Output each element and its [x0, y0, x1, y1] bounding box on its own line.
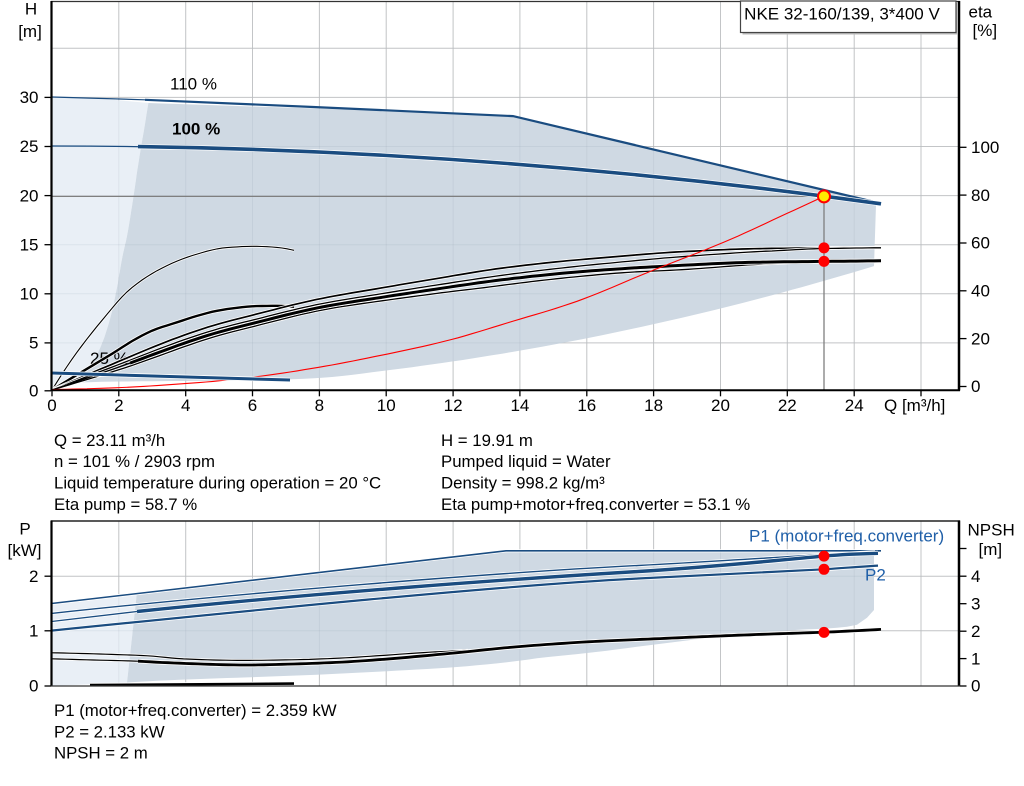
svg-text:P1 (motor+freq.converter) = 2.: P1 (motor+freq.converter) = 2.359 kW	[54, 701, 337, 720]
svg-text:Density = 998.2 kg/m³: Density = 998.2 kg/m³	[441, 474, 605, 493]
svg-text:0: 0	[47, 396, 56, 415]
svg-text:30: 30	[20, 88, 39, 107]
svg-text:20: 20	[971, 329, 990, 348]
svg-text:P2: P2	[865, 566, 886, 585]
svg-text:P: P	[19, 520, 30, 539]
svg-text:1: 1	[29, 622, 38, 641]
svg-text:NPSH: NPSH	[968, 520, 1015, 539]
svg-text:10: 10	[377, 396, 396, 415]
svg-text:2: 2	[29, 567, 38, 586]
svg-text:Q = 23.11 m³/h: Q = 23.11 m³/h	[54, 431, 165, 450]
svg-text:Pumped liquid = Water: Pumped liquid = Water	[441, 452, 611, 471]
svg-text:100: 100	[971, 138, 999, 157]
svg-text:Q [m³/h]: Q [m³/h]	[884, 396, 945, 415]
svg-text:20: 20	[711, 396, 730, 415]
svg-text:100 %: 100 %	[172, 120, 220, 139]
svg-text:Eta pump = 58.7 %: Eta pump = 58.7 %	[54, 495, 197, 514]
svg-text:Liquid temperature during oper: Liquid temperature during operation = 20…	[54, 474, 381, 493]
svg-text:[kW]: [kW]	[8, 541, 42, 560]
svg-text:20: 20	[20, 186, 39, 205]
svg-text:P1 (motor+freq.converter): P1 (motor+freq.converter)	[749, 527, 944, 546]
svg-text:[%]: [%]	[973, 21, 998, 40]
svg-text:14: 14	[510, 396, 529, 415]
svg-text:4: 4	[971, 567, 980, 586]
svg-text:8: 8	[315, 396, 324, 415]
svg-text:H = 19.91 m: H = 19.91 m	[441, 431, 533, 450]
svg-text:10: 10	[20, 285, 39, 304]
svg-text:16: 16	[577, 396, 596, 415]
svg-text:0: 0	[971, 377, 980, 396]
svg-text:0: 0	[29, 382, 38, 401]
svg-text:P2 = 2.133 kW: P2 = 2.133 kW	[54, 722, 165, 741]
svg-text:Eta pump+motor+freq.converter: Eta pump+motor+freq.converter = 53.1 %	[441, 495, 750, 514]
svg-text:0: 0	[29, 677, 38, 696]
svg-text:6: 6	[248, 396, 257, 415]
svg-text:H: H	[25, 0, 37, 19]
svg-text:NKE 32-160/139, 3*400 V: NKE 32-160/139, 3*400 V	[744, 4, 940, 23]
svg-text:[m]: [m]	[979, 540, 1003, 559]
svg-text:2: 2	[114, 396, 123, 415]
svg-text:2: 2	[971, 622, 980, 641]
svg-text:80: 80	[971, 186, 990, 205]
svg-text:4: 4	[181, 396, 190, 415]
svg-text:0: 0	[971, 677, 980, 696]
svg-text:n = 101 % / 2903 rpm: n = 101 % / 2903 rpm	[54, 452, 215, 471]
svg-text:12: 12	[444, 396, 463, 415]
svg-text:5: 5	[29, 334, 38, 353]
svg-text:3: 3	[971, 594, 980, 613]
svg-text:24: 24	[845, 396, 864, 415]
svg-text:eta: eta	[969, 3, 993, 22]
svg-text:[m]: [m]	[18, 22, 42, 41]
svg-text:40: 40	[971, 282, 990, 301]
svg-text:22: 22	[778, 396, 797, 415]
svg-text:18: 18	[644, 396, 663, 415]
svg-text:110 %: 110 %	[170, 75, 217, 94]
svg-text:25: 25	[20, 137, 39, 156]
svg-text:60: 60	[971, 234, 990, 253]
svg-text:NPSH = 2 m: NPSH = 2 m	[54, 744, 148, 763]
svg-text:15: 15	[20, 235, 39, 254]
svg-text:1: 1	[971, 649, 980, 668]
